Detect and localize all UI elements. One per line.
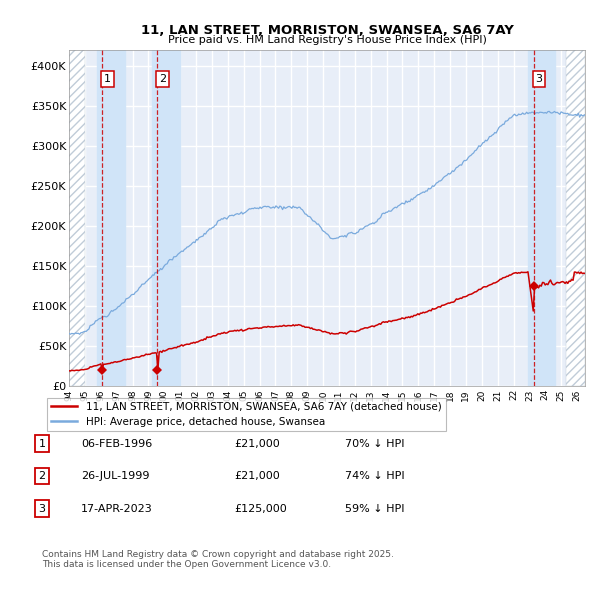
Text: 3: 3 [38,504,46,513]
Text: £125,000: £125,000 [234,504,287,513]
Text: 2: 2 [159,74,166,84]
Text: 06-FEB-1996: 06-FEB-1996 [81,439,152,448]
Text: 1: 1 [104,74,111,84]
Text: 2: 2 [38,471,46,481]
Text: 11, LAN STREET, MORRISTON, SWANSEA, SA6 7AY: 11, LAN STREET, MORRISTON, SWANSEA, SA6 … [140,24,514,37]
Text: Price paid vs. HM Land Registry's House Price Index (HPI): Price paid vs. HM Land Registry's House … [167,35,487,45]
Bar [528,50,555,386]
Text: 26-JUL-1999: 26-JUL-1999 [81,471,149,481]
Text: £21,000: £21,000 [234,439,280,448]
Bar [152,50,180,386]
Text: Contains HM Land Registry data © Crown copyright and database right 2025.
This d: Contains HM Land Registry data © Crown c… [42,550,394,569]
Text: 59% ↓ HPI: 59% ↓ HPI [345,504,404,513]
Text: £21,000: £21,000 [234,471,280,481]
Text: 3: 3 [536,74,542,84]
Text: 17-APR-2023: 17-APR-2023 [81,504,153,513]
Text: 74% ↓ HPI: 74% ↓ HPI [345,471,404,481]
Text: 1: 1 [38,439,46,448]
Legend: 11, LAN STREET, MORRISTON, SWANSEA, SA6 7AY (detached house), HPI: Average price: 11, LAN STREET, MORRISTON, SWANSEA, SA6 … [47,398,446,431]
Bar [69,50,85,386]
Text: 70% ↓ HPI: 70% ↓ HPI [345,439,404,448]
Bar [566,50,585,386]
Bar [97,50,125,386]
